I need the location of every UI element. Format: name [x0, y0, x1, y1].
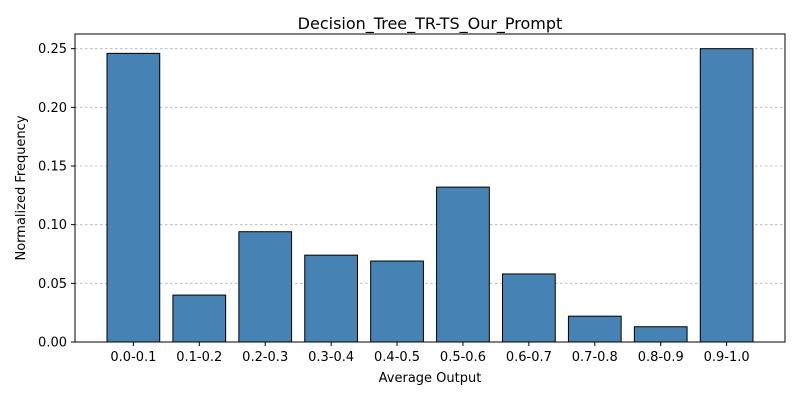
bar-0.8-0.9 — [633, 326, 688, 343]
bar-0.4-0.5 — [370, 260, 424, 343]
bar-0.3-0.4 — [304, 254, 358, 343]
bar-0.6-0.7 — [502, 273, 556, 343]
x-tick-label: 0.2-0.3 — [242, 350, 288, 365]
plot-frame — [74, 33, 786, 343]
bar-0.5-0.6 — [436, 186, 490, 343]
y-tick-label: 0.10 — [38, 218, 67, 233]
y-axis-title: Normalized Frequency — [14, 115, 29, 260]
x-tick-label: 0.3-0.4 — [308, 350, 354, 365]
x-tick-label: 0.1-0.2 — [176, 350, 222, 365]
y-tick-label: 0.05 — [38, 277, 67, 292]
chart-title: Decision_Tree_TR-TS_Our_Prompt — [298, 14, 563, 34]
y-tick-label: 0.15 — [38, 160, 67, 175]
bar-0.9-1.0 — [699, 48, 754, 343]
y-tick-label: 0.25 — [38, 42, 67, 57]
bar-0.2-0.3 — [238, 231, 293, 343]
bar-0.0-0.1 — [106, 52, 161, 343]
y-tick-label: 0.20 — [38, 101, 67, 116]
x-tick-label: 0.0-0.1 — [110, 350, 156, 365]
bars — [106, 48, 754, 343]
x-tick-label: 0.9-1.0 — [704, 350, 750, 365]
y-tick-label: 0.00 — [38, 336, 67, 351]
y-axis-ticks: 0.00 0.05 0.10 0.15 0.20 0.25 — [38, 42, 75, 351]
x-axis-ticks: 0.0-0.1 0.1-0.2 0.2-0.3 0.3-0.4 0.4-0.5 0.5-0… — [110, 342, 750, 365]
x-tick-label: 0.7-0.8 — [572, 350, 618, 365]
x-tick-label: 0.6-0.7 — [506, 350, 552, 365]
bar-0.7-0.8 — [567, 315, 622, 343]
x-tick-label: 0.4-0.5 — [374, 350, 420, 365]
x-tick-label: 0.8-0.9 — [638, 350, 684, 365]
bar-0.1-0.2 — [172, 294, 227, 343]
x-tick-label: 0.5-0.6 — [440, 350, 486, 365]
x-axis-title: Average Output — [379, 371, 482, 386]
